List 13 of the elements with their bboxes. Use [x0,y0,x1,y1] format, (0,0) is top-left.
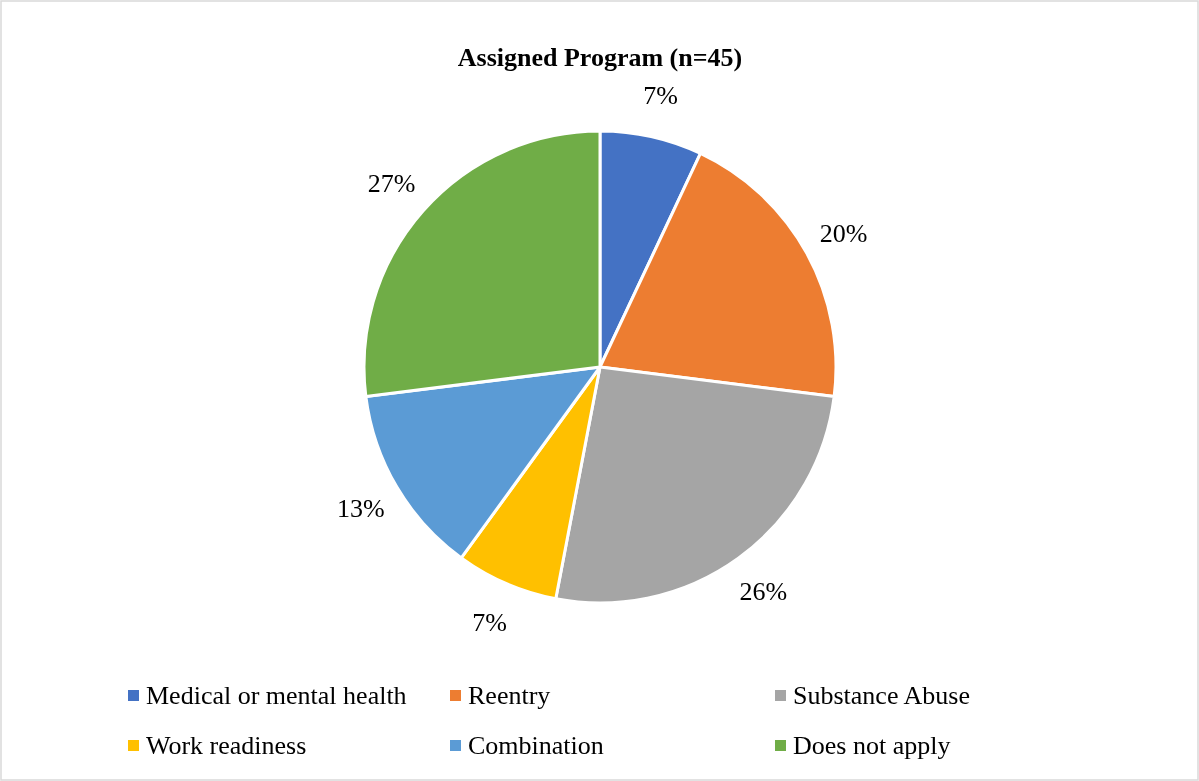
legend-label: Does not apply [793,730,951,760]
data-label: 26% [739,577,788,607]
data-label: 13% [336,494,385,524]
data-label: 20% [819,218,868,248]
legend-label: Reentry [468,680,551,710]
legend-label: Work readiness [146,730,307,760]
legend-label: Medical or mental health [146,680,407,710]
legend-label: Substance Abuse [793,680,970,710]
chart-title: Assigned Program (n=45) [457,42,743,72]
legend-label: Combination [468,730,604,760]
data-label: 27% [367,168,416,198]
data-label: 7% [472,607,507,637]
data-label: 7% [643,81,678,111]
